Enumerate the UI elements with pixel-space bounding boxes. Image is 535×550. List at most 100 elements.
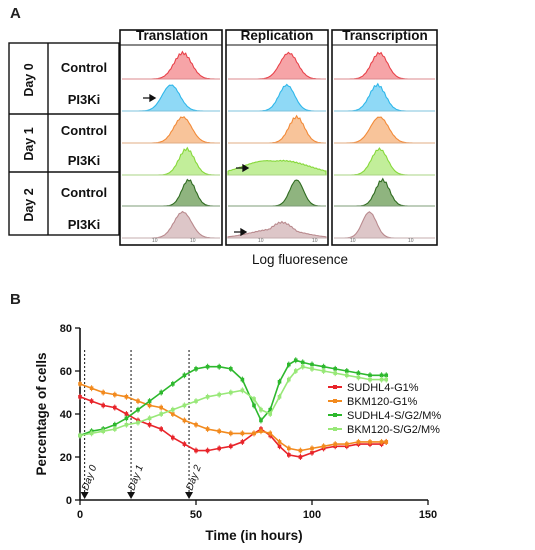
histogram-replication-row-5 (227, 220, 327, 239)
data-point (300, 364, 305, 369)
panel-b-letter: B (10, 291, 21, 308)
legend-marker (333, 385, 337, 389)
data-point (182, 373, 187, 378)
data-point (277, 395, 282, 399)
histogram-translation-row-5 (122, 210, 220, 239)
x-axis-caption-log-fluoresence: Log fluoresence (252, 252, 348, 267)
data-point (321, 364, 326, 369)
data-point (159, 412, 163, 416)
data-point (113, 392, 117, 397)
legend-label-3: BKM120-S/G2/M% (347, 424, 440, 436)
x-tick-label: 150 (419, 509, 437, 521)
y-tick-label: 60 (60, 366, 72, 378)
transcription-histogram-box (331, 29, 438, 246)
data-point (124, 412, 129, 416)
data-point (333, 442, 337, 446)
histogram-translation-row-1 (122, 84, 220, 112)
data-point (136, 420, 140, 425)
data-point (310, 450, 314, 455)
data-point (124, 422, 129, 427)
data-point (268, 431, 273, 436)
legend-marker (333, 427, 337, 431)
legend-label-1: BKM120-G1% (347, 396, 418, 408)
histogram-replication-row-4 (228, 179, 326, 207)
data-point (124, 395, 129, 399)
data-point (384, 440, 389, 444)
data-point (240, 388, 245, 393)
panel-a-letter: A (10, 5, 21, 22)
legend-label-2: SUDHL4-S/G2/M% (347, 410, 441, 422)
histogram-transcription-row-5 (334, 211, 435, 239)
histogram-translation-row-2 (122, 116, 220, 144)
data-point (240, 377, 245, 382)
x-axis-title: Time (in hours) (205, 528, 302, 543)
data-point (89, 431, 94, 436)
histogram-replication-row-0 (228, 51, 326, 80)
data-point (356, 371, 361, 375)
data-point (229, 444, 233, 449)
data-point (321, 369, 326, 373)
data-point (384, 377, 389, 382)
data-point (259, 418, 263, 423)
data-point (147, 416, 152, 421)
histogram-grid (122, 50, 435, 239)
day-annotation-label: Day 1 (127, 464, 146, 492)
data-point (113, 422, 117, 427)
data-point (310, 362, 314, 367)
column-header-transcription: Transcription (342, 28, 428, 43)
data-point (113, 405, 117, 410)
data-point (345, 369, 349, 373)
data-point (147, 399, 152, 403)
data-point (78, 382, 82, 386)
data-point (194, 399, 198, 403)
replication-histogram-box (225, 29, 329, 246)
plot-series (78, 357, 389, 460)
data-point (345, 442, 349, 446)
data-point (136, 407, 140, 412)
data-point (379, 373, 384, 378)
data-point (310, 446, 314, 451)
data-point (277, 444, 282, 449)
day-label-1: Day 1 (22, 127, 36, 160)
data-point (333, 367, 337, 371)
x-axis-ticks: 0 50 100 150 (77, 500, 437, 521)
data-point (78, 433, 82, 438)
arrow-icon (234, 227, 248, 237)
data-point (89, 386, 94, 390)
data-point (379, 377, 384, 382)
day-marker-arrow-icon (127, 492, 136, 499)
legend: SUDHL4-G1% BKM120-G1% SUDHL4-S/G2/M% BKM120… (328, 382, 441, 436)
data-point (171, 382, 175, 386)
day-label-2: Day 2 (22, 188, 36, 221)
data-point (333, 371, 337, 375)
data-point (252, 397, 256, 401)
data-point (182, 418, 187, 423)
condition-table: Day 0 Day 1 Day 2 Control PI3Ki Control … (8, 42, 120, 236)
data-point (379, 440, 384, 444)
day-annotations: Day 0 Day 1 Day 2 (80, 350, 204, 499)
y-axis-ticks: 0 20 40 60 80 (60, 323, 80, 507)
legend-label-0: SUDHL4-G1% (347, 382, 419, 394)
data-point (229, 431, 233, 436)
row-label-day0-control: Control (61, 60, 107, 75)
data-point (259, 429, 263, 433)
panel-b: B 0 20 40 60 80 0 50 100 150 Percentage of cell… (10, 291, 441, 543)
data-point (147, 403, 152, 408)
data-point (229, 390, 233, 395)
transcription-mini-tick-2: 10 (408, 238, 414, 244)
data-point (345, 373, 349, 378)
data-point (205, 364, 210, 369)
data-point (240, 440, 245, 444)
y-tick-label: 80 (60, 323, 72, 335)
data-point (321, 444, 326, 449)
translation-histogram-box (119, 29, 223, 246)
data-point (171, 412, 175, 416)
series-line-2 (79, 359, 387, 437)
data-point (159, 390, 163, 395)
x-tick-label: 0 (77, 509, 83, 521)
histogram-transcription-row-1 (334, 82, 435, 112)
data-point (252, 403, 256, 408)
row-label-day2-pi3ki: PI3Ki (68, 217, 101, 232)
data-point (240, 431, 245, 436)
